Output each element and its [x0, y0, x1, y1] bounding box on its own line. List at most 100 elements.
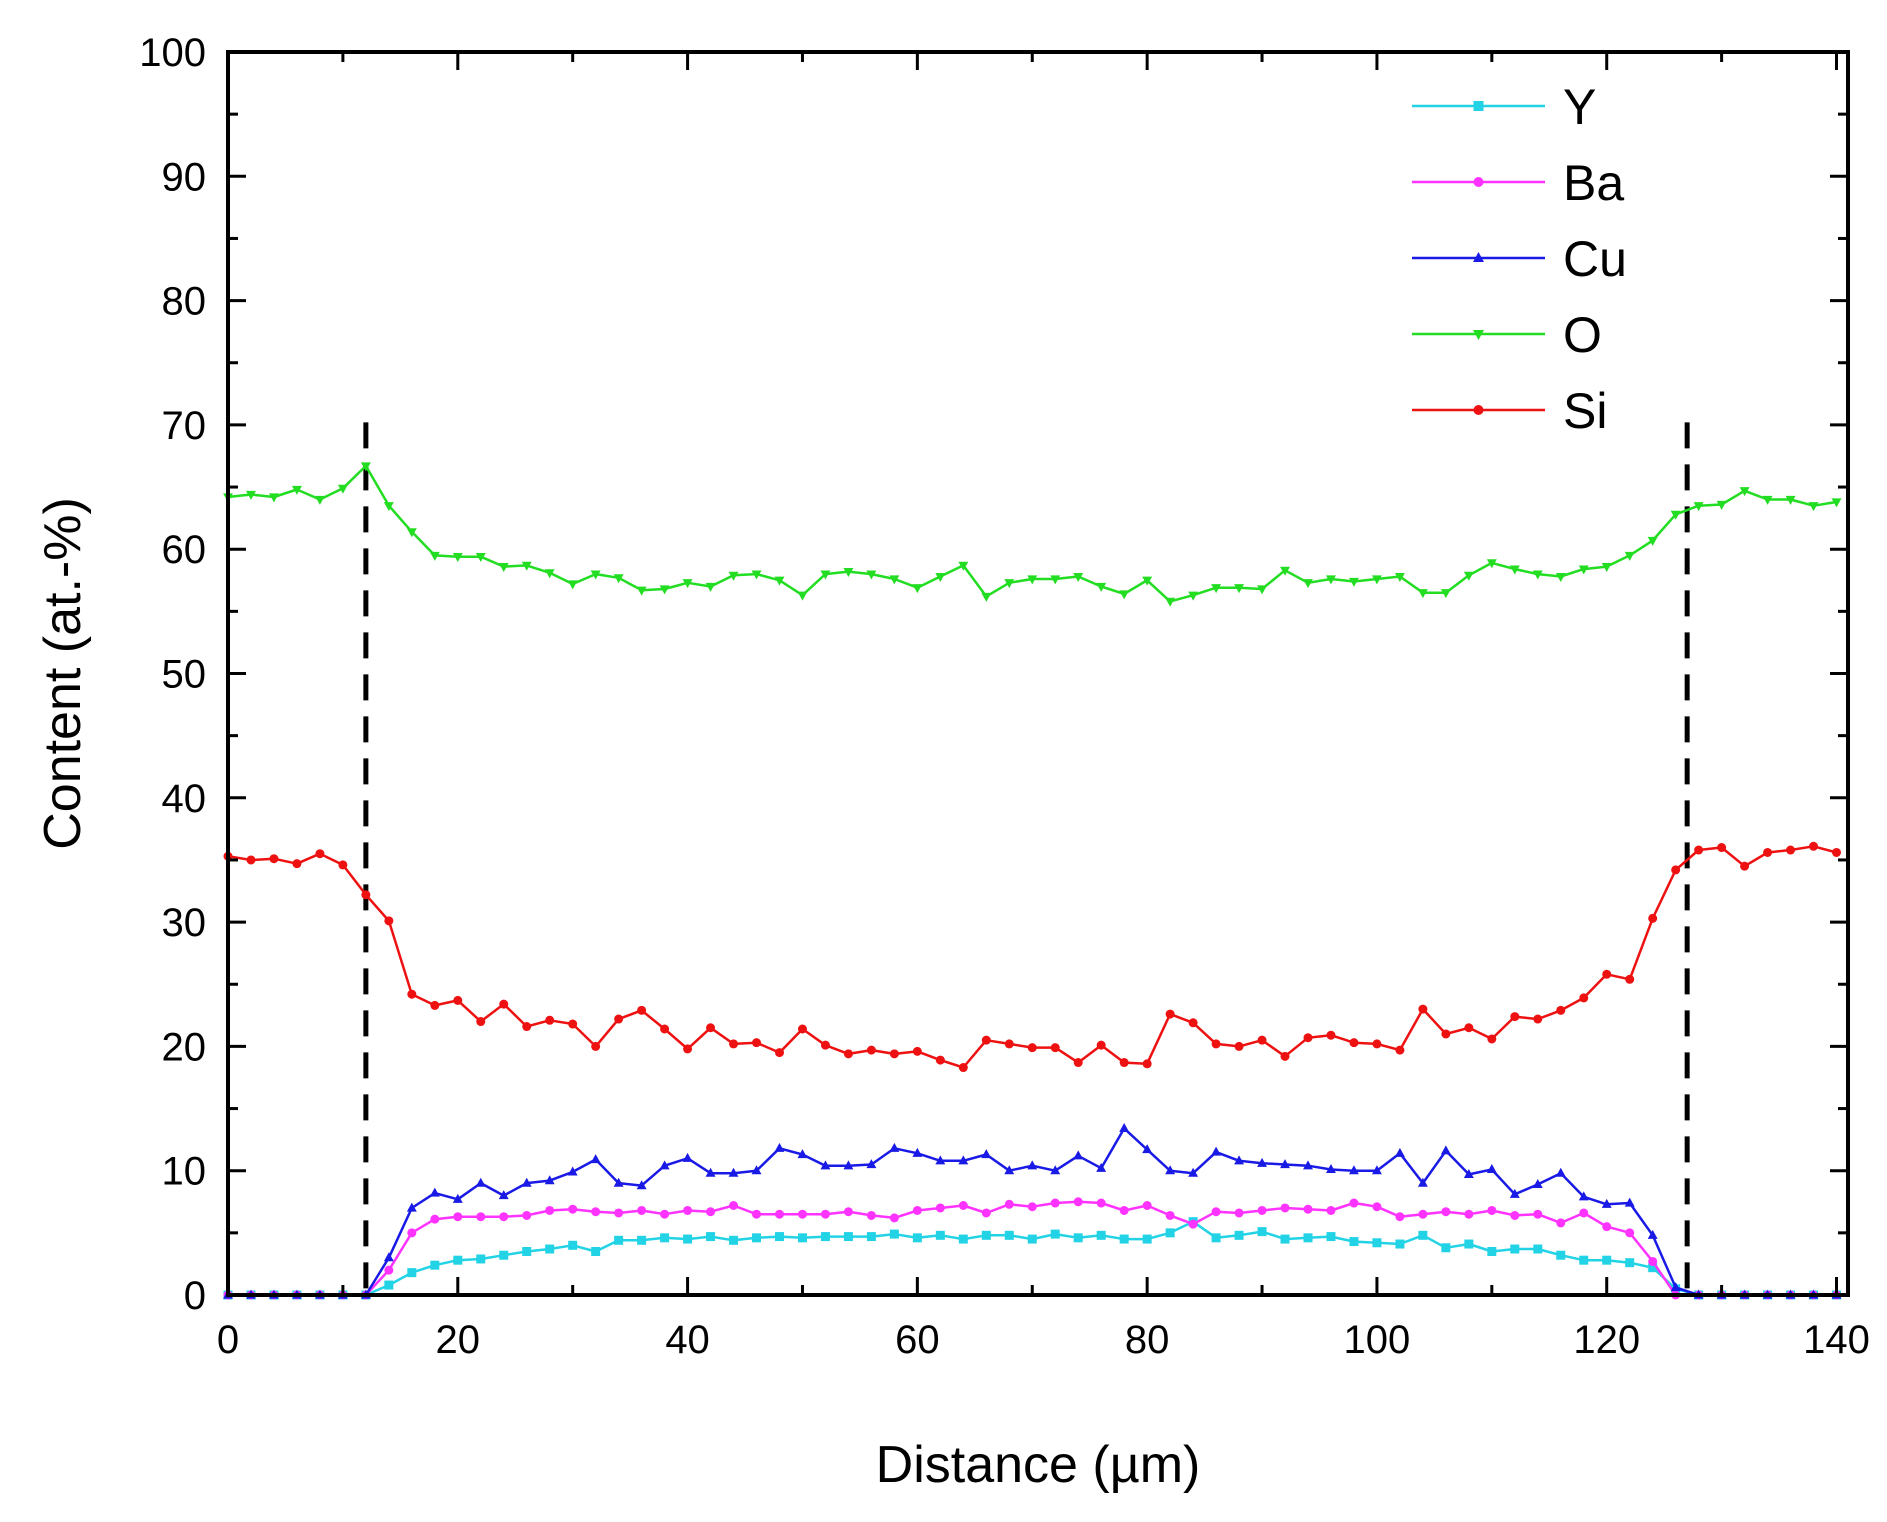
data-point-cu [1463, 1169, 1474, 1179]
data-point-o [1073, 572, 1084, 582]
data-point-cu [1509, 1188, 1520, 1198]
legend-label-si: Si [1563, 383, 1607, 439]
data-point-ba [889, 1213, 899, 1223]
data-point-o [1188, 591, 1199, 601]
data-point-cu [498, 1190, 509, 1200]
data-point-cu [659, 1160, 670, 1170]
data-point-ba [1004, 1199, 1014, 1209]
data-point-si [407, 989, 417, 999]
data-point-si [1602, 969, 1612, 979]
data-point-si [637, 1005, 647, 1015]
data-point-cu [820, 1160, 831, 1170]
legend-item-cu: Cu [1412, 231, 1627, 287]
data-point-si [1740, 861, 1750, 871]
data-point-ba [660, 1209, 670, 1219]
data-point-y [1349, 1237, 1359, 1247]
data-point-o [269, 493, 279, 503]
data-point-si [476, 1017, 486, 1027]
data-point-ba [1648, 1256, 1658, 1266]
data-point-o [383, 502, 394, 512]
data-point-ba [499, 1212, 509, 1222]
data-point-y [1211, 1233, 1221, 1243]
data-point-ba [1257, 1205, 1267, 1215]
data-point-y [1142, 1234, 1152, 1244]
data-point-o [1509, 565, 1520, 575]
data-point-si [1395, 1045, 1405, 1055]
data-point-ba [1464, 1209, 1474, 1219]
data-point-cu [1326, 1164, 1336, 1174]
data-point-o [1693, 502, 1704, 512]
data-point-ba [407, 1228, 417, 1238]
data-point-y [1395, 1239, 1405, 1249]
data-point-o [912, 584, 923, 594]
data-point-ba [1625, 1228, 1635, 1238]
data-point-o [1349, 577, 1359, 587]
data-point-y [545, 1244, 555, 1254]
data-point-o [1532, 570, 1543, 580]
data-point-si [843, 1049, 853, 1059]
data-point-si [453, 995, 463, 1005]
data-point-ba [1418, 1209, 1428, 1219]
data-point-o [406, 528, 417, 538]
data-point-y [1487, 1246, 1497, 1256]
data-point-si [1464, 1023, 1474, 1033]
data-point-o [728, 571, 739, 581]
data-point-y [1326, 1232, 1336, 1242]
data-point-cu [981, 1149, 992, 1159]
legend-label-o: O [1563, 307, 1602, 363]
data-point-si [1211, 1039, 1221, 1049]
data-point-cu [958, 1155, 969, 1165]
data-point-si [1717, 843, 1727, 853]
data-point-o [1257, 585, 1267, 595]
data-point-o [1624, 551, 1635, 561]
data-point-cu [705, 1167, 716, 1177]
data-point-cu [1532, 1178, 1543, 1188]
data-point-y [683, 1234, 693, 1244]
data-point-o [291, 485, 302, 495]
data-point-cu [843, 1160, 854, 1170]
data-point-si [1832, 847, 1842, 857]
data-point-o [1303, 579, 1313, 589]
y-axis-ticks: 0 10 20 30 40 50 60 70 80 90 100 [139, 31, 1848, 1318]
data-point-y [614, 1235, 624, 1245]
data-point-si [522, 1022, 532, 1032]
data-point-cu [406, 1202, 417, 1212]
data-point-ba [683, 1205, 693, 1215]
data-point-cu [1073, 1150, 1084, 1160]
data-point-si [1326, 1030, 1336, 1040]
data-point-si [866, 1045, 876, 1055]
data-point-si [1234, 1041, 1244, 1051]
y-tick-label: 20 [162, 1025, 207, 1069]
data-point-ba [637, 1205, 647, 1215]
data-point-si [361, 890, 371, 900]
data-point-ba [614, 1208, 624, 1218]
x-tick-label: 140 [1803, 1318, 1870, 1362]
data-point-o [1142, 576, 1153, 586]
data-point-o [590, 570, 601, 580]
data-point-y [752, 1233, 762, 1243]
data-point-si [1556, 1005, 1566, 1015]
data-point-cu [1234, 1155, 1245, 1165]
data-point-y [706, 1232, 716, 1242]
data-point-o [498, 563, 509, 573]
data-point-y [1648, 1263, 1658, 1273]
data-point-o [682, 579, 693, 589]
data-point-si [1533, 1014, 1543, 1024]
data-point-si [1648, 913, 1658, 923]
data-point-y [729, 1235, 739, 1245]
data-point-o [337, 484, 348, 494]
data-point-o [705, 582, 716, 592]
data-point-o [1670, 510, 1681, 520]
data-point-si [384, 916, 394, 926]
data-point-cu [1670, 1282, 1681, 1292]
data-point-o [1762, 495, 1773, 505]
data-point-si [889, 1049, 899, 1059]
data-point-ba [1349, 1198, 1359, 1208]
x-axis-title: Distance (µm) [876, 1436, 1201, 1494]
data-point-y [935, 1230, 945, 1240]
data-point-ba [843, 1207, 853, 1217]
data-point-ba [1579, 1208, 1589, 1218]
data-point-si [1050, 1043, 1060, 1053]
data-point-ba [820, 1209, 830, 1219]
data-point-ba [1027, 1202, 1037, 1212]
